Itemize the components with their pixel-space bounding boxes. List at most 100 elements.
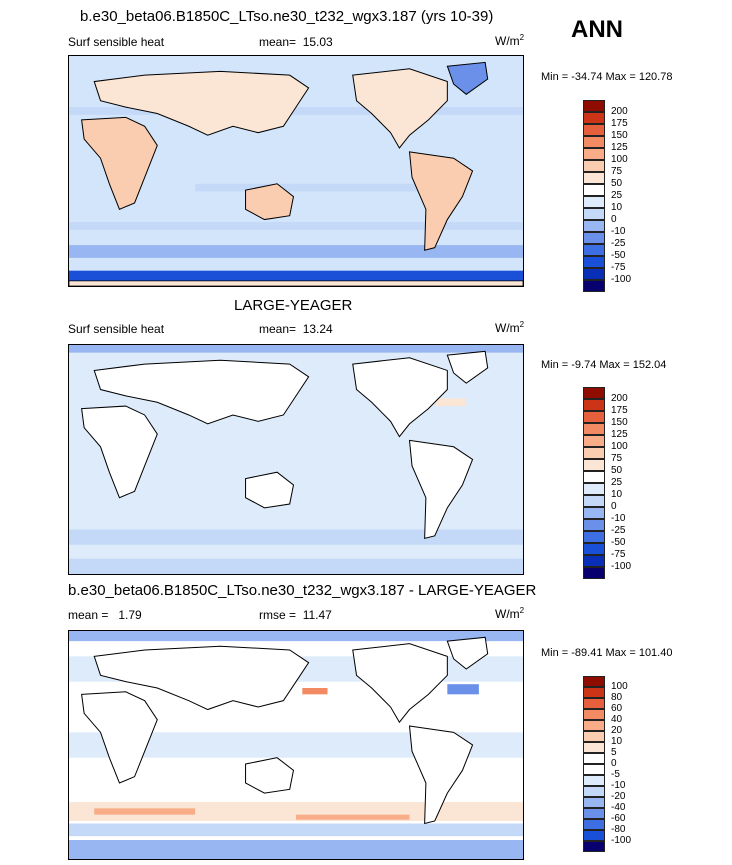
tick-label: 50 <box>611 178 623 189</box>
swatch <box>583 435 605 447</box>
tick-label: 75 <box>611 166 623 177</box>
swatch <box>583 555 605 567</box>
tick-label: 10 <box>611 489 623 500</box>
tick-label: -10 <box>611 780 626 791</box>
tick-label: 0 <box>611 214 617 225</box>
swatch <box>583 742 605 753</box>
swatch <box>583 136 605 148</box>
panel3-rmse-label: rmse = 11.47 <box>259 608 332 622</box>
tick-label: -10 <box>611 226 626 237</box>
tick-label: 200 <box>611 393 628 404</box>
tick-label: -25 <box>611 525 626 536</box>
tick-label: 20 <box>611 725 623 736</box>
swatch <box>583 196 605 208</box>
panel1-title: b.e30_beta06.B1850C_LTso.ne30_t232_wgx3.… <box>80 8 494 25</box>
panel1-minmax: Min = -34.74 Max = 120.78 <box>541 71 673 83</box>
swatch <box>583 244 605 256</box>
tick-label: 10 <box>611 202 623 213</box>
swatch <box>583 676 605 687</box>
panel2-mean-label: mean= 13.24 <box>259 322 333 336</box>
panel3-minmax: Min = -89.41 Max = 101.40 <box>541 647 673 659</box>
swatch <box>583 459 605 471</box>
tick-label: -50 <box>611 537 626 548</box>
tick-label: -75 <box>611 262 626 273</box>
panel1-mean-label: mean= 15.03 <box>259 35 333 49</box>
tick-label: 75 <box>611 453 623 464</box>
swatch <box>583 495 605 507</box>
tick-label: -5 <box>611 769 620 780</box>
swatch <box>583 208 605 220</box>
tick-label: -20 <box>611 791 626 802</box>
swatch <box>583 232 605 244</box>
tick-label: 0 <box>611 501 617 512</box>
swatch <box>583 124 605 136</box>
panel3-units: W/m2 <box>495 606 525 621</box>
panel1-map <box>68 55 524 287</box>
swatch <box>583 256 605 268</box>
tick-label: 50 <box>611 465 623 476</box>
swatch <box>583 100 605 112</box>
tick-label: 125 <box>611 142 628 153</box>
tick-label: 10 <box>611 736 623 747</box>
panel1-variable-label: Surf sensible heat <box>68 35 165 49</box>
panel2-map <box>68 344 524 575</box>
panel3-map <box>68 630 524 860</box>
swatch <box>583 753 605 764</box>
tick-label: 5 <box>611 747 617 758</box>
swatch <box>583 764 605 775</box>
swatch <box>583 567 605 579</box>
tick-label: 150 <box>611 417 628 428</box>
swatch <box>583 280 605 292</box>
swatch <box>583 387 605 399</box>
swatch <box>583 220 605 232</box>
swatch <box>583 531 605 543</box>
tick-label: -25 <box>611 238 626 249</box>
swatch <box>583 507 605 519</box>
tick-label: -100 <box>611 561 632 572</box>
swatch <box>583 268 605 280</box>
swatch <box>583 172 605 184</box>
swatch <box>583 797 605 808</box>
swatch <box>583 447 605 459</box>
tick-label: 100 <box>611 681 628 692</box>
swatch <box>583 519 605 531</box>
tick-label: -40 <box>611 802 626 813</box>
panel2-title: LARGE-YEAGER <box>234 297 353 314</box>
tick-label: 25 <box>611 477 623 488</box>
tick-label: -10 <box>611 513 626 524</box>
tick-label: 80 <box>611 692 623 703</box>
panel3-title: b.e30_beta06.B1850C_LTso.ne30_t232_wgx3.… <box>68 582 537 599</box>
tick-label: 60 <box>611 703 623 714</box>
swatch <box>583 184 605 196</box>
tick-label: -75 <box>611 549 626 560</box>
swatch <box>583 808 605 819</box>
season-label: ANN <box>571 16 623 43</box>
swatch <box>583 471 605 483</box>
swatch <box>583 160 605 172</box>
tick-label: -60 <box>611 813 626 824</box>
swatch <box>583 841 605 852</box>
tick-label: 100 <box>611 154 628 165</box>
swatch <box>583 775 605 786</box>
tick-label: -50 <box>611 250 626 261</box>
panel2-minmax: Min = -9.74 Max = 152.04 <box>541 359 667 371</box>
swatch <box>583 423 605 435</box>
swatch <box>583 819 605 830</box>
swatch <box>583 687 605 698</box>
swatch <box>583 543 605 555</box>
swatch <box>583 112 605 124</box>
tick-label: 200 <box>611 106 628 117</box>
swatch <box>583 698 605 709</box>
swatch <box>583 709 605 720</box>
tick-label: 0 <box>611 758 617 769</box>
swatch <box>583 411 605 423</box>
tick-label: 25 <box>611 190 623 201</box>
panel1-units: W/m2 <box>495 33 525 48</box>
panel3-mean-label: mean = 1.79 <box>68 608 142 622</box>
panel2-units: W/m2 <box>495 320 525 335</box>
tick-label: 175 <box>611 118 628 129</box>
tick-label: 150 <box>611 130 628 141</box>
swatch <box>583 786 605 797</box>
swatch <box>583 483 605 495</box>
swatch <box>583 399 605 411</box>
